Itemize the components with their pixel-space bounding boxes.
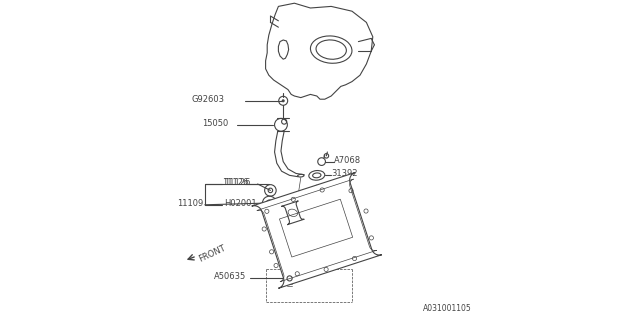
Text: FRONT: FRONT [197, 244, 227, 264]
Text: A50635: A50635 [214, 272, 246, 281]
Text: 15050: 15050 [202, 119, 228, 128]
Text: G92603: G92603 [192, 95, 225, 104]
Text: A031001105: A031001105 [423, 304, 472, 313]
Text: 11126: 11126 [224, 178, 250, 187]
Text: A7068: A7068 [334, 156, 362, 164]
Text: H02001: H02001 [224, 199, 257, 208]
Text: 31392: 31392 [332, 169, 358, 178]
Circle shape [282, 100, 284, 102]
Text: 11126: 11126 [223, 178, 249, 187]
Polygon shape [252, 172, 382, 288]
Text: 11109: 11109 [177, 199, 204, 208]
